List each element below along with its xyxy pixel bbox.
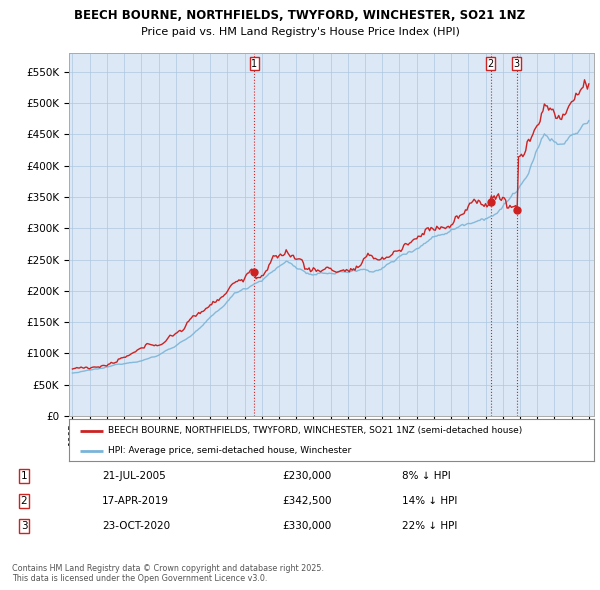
Text: 2: 2 [20,496,28,506]
Text: 1: 1 [20,471,28,481]
Text: BEECH BOURNE, NORTHFIELDS, TWYFORD, WINCHESTER, SO21 1NZ: BEECH BOURNE, NORTHFIELDS, TWYFORD, WINC… [74,9,526,22]
Text: £230,000: £230,000 [282,471,331,481]
Text: 8% ↓ HPI: 8% ↓ HPI [402,471,451,481]
Text: 1: 1 [251,58,257,68]
Text: 3: 3 [514,58,520,68]
Text: 23-OCT-2020: 23-OCT-2020 [102,521,170,530]
Text: 3: 3 [20,521,28,530]
Text: Price paid vs. HM Land Registry's House Price Index (HPI): Price paid vs. HM Land Registry's House … [140,27,460,37]
Text: Contains HM Land Registry data © Crown copyright and database right 2025.
This d: Contains HM Land Registry data © Crown c… [12,563,324,583]
Text: £342,500: £342,500 [282,496,331,506]
Text: 14% ↓ HPI: 14% ↓ HPI [402,496,457,506]
Text: 21-JUL-2005: 21-JUL-2005 [102,471,166,481]
Text: 17-APR-2019: 17-APR-2019 [102,496,169,506]
Text: 2: 2 [487,58,494,68]
Text: 22% ↓ HPI: 22% ↓ HPI [402,521,457,530]
Text: HPI: Average price, semi-detached house, Winchester: HPI: Average price, semi-detached house,… [109,446,352,455]
Text: £330,000: £330,000 [282,521,331,530]
Text: BEECH BOURNE, NORTHFIELDS, TWYFORD, WINCHESTER, SO21 1NZ (semi-detached house): BEECH BOURNE, NORTHFIELDS, TWYFORD, WINC… [109,427,523,435]
